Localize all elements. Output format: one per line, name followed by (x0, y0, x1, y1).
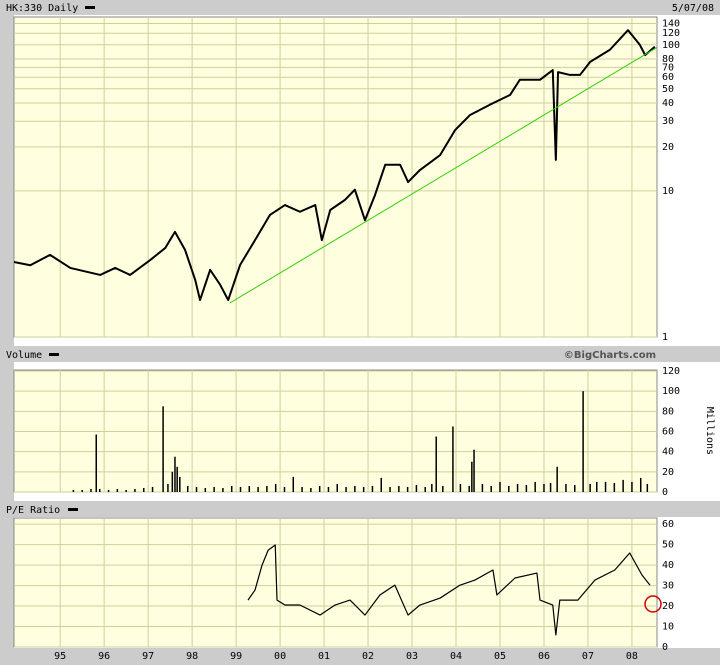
y-tick-label: 100 (662, 386, 680, 397)
plot-area (13, 16, 658, 338)
y-tick-label: 30 (662, 116, 674, 127)
y-tick-label: 80 (662, 54, 674, 65)
plot-area (13, 517, 658, 648)
series-line (13, 29, 656, 302)
x-axis-bar (0, 648, 720, 665)
y-tick-label: 60 (662, 427, 674, 438)
y-tick-label: 120 (662, 366, 680, 377)
y-tick-label: 0 (662, 642, 668, 653)
highlight-circle (644, 595, 662, 613)
y-tick-label: 10 (662, 622, 674, 633)
legend-swatch (68, 508, 78, 511)
trend-line (229, 46, 658, 304)
y-tick-label: 10 (662, 186, 674, 197)
y-tick-label: 100 (662, 40, 680, 51)
header-bar (0, 501, 720, 517)
y-tick-label: 40 (662, 560, 674, 571)
x-tick-label: 99 (230, 651, 242, 662)
x-tick-label: 04 (450, 651, 462, 662)
legend-label: HK:330 Daily (6, 3, 78, 14)
x-tick-label: 96 (98, 651, 110, 662)
legend-label: Volume (6, 350, 42, 361)
x-tick-label: 03 (406, 651, 418, 662)
x-tick-label: 01 (318, 651, 330, 662)
side-bar (0, 15, 14, 648)
y-tick-label: 80 (662, 406, 674, 417)
y-tick-label: 120 (662, 28, 680, 39)
y-tick-label: 40 (662, 98, 674, 109)
x-tick-label: 06 (538, 651, 550, 662)
legend-swatch (49, 353, 59, 356)
x-tick-label: 05 (494, 651, 506, 662)
header-bar (0, 0, 720, 15)
y-tick-label: 1 (662, 332, 668, 343)
y-axis-label: Millions (704, 407, 715, 455)
x-tick-label: 07 (582, 651, 594, 662)
y-tick-label: 50 (662, 84, 674, 95)
x-tick-label: 08 (626, 651, 638, 662)
y-tick-label: 60 (662, 519, 674, 530)
x-tick-label: 95 (54, 651, 66, 662)
y-tick-label: 30 (662, 581, 674, 592)
x-tick-label: 97 (142, 651, 154, 662)
y-tick-label: 50 (662, 540, 674, 551)
source-label: ©BigCharts.com (564, 350, 656, 361)
y-tick-label: 20 (662, 142, 674, 153)
x-tick-label: 02 (362, 651, 374, 662)
y-tick-label: 60 (662, 72, 674, 83)
x-tick-label: 00 (274, 651, 286, 662)
y-tick-label: 40 (662, 447, 674, 458)
legend-label: P/E Ratio (6, 505, 60, 516)
legend-swatch (85, 6, 95, 9)
x-tick-label: 98 (186, 651, 198, 662)
y-tick-label: 140 (662, 18, 680, 29)
y-tick-label: 0 (662, 487, 668, 498)
y-tick-label: 20 (662, 601, 674, 612)
series-line (247, 544, 651, 636)
y-tick-label: 70 (662, 62, 674, 73)
plot-area (13, 369, 658, 493)
header-bar (0, 346, 720, 362)
y-tick-label: 20 (662, 467, 674, 478)
date-label: 5/07/08 (672, 3, 714, 14)
